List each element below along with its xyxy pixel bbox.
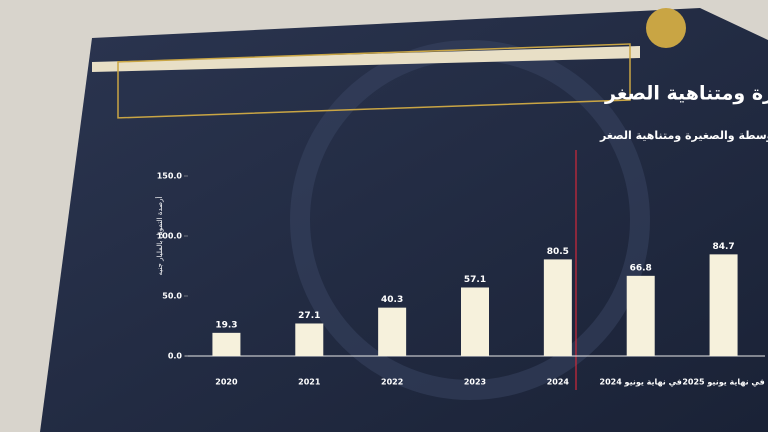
logo (646, 8, 686, 48)
chart-title: نشاط تمويل المشروعات المتوسطة والصغيرة و… (604, 83, 768, 105)
y-tick-label: 50.0 (162, 292, 182, 301)
chart-subtitle: أرصدة تمويل المشروعات المتوسطة والصغيرة … (599, 128, 768, 142)
x-tick-label: 2022 (381, 378, 403, 387)
x-tick-label: 2020 (215, 378, 238, 387)
data-label: 66.8 (630, 263, 652, 273)
x-tick-label: 2021 (298, 378, 321, 387)
y-axis-label: أرصدة التمويل بالمليار جنيه (155, 197, 164, 276)
bar (295, 323, 324, 356)
title-frame (117, 43, 631, 119)
data-label: 27.1 (298, 311, 320, 321)
x-tick-label: 2023 (464, 378, 486, 387)
x-tick-label: 2024 (547, 378, 570, 387)
y-tick-label: 150.0 (157, 172, 183, 181)
data-label: 84.7 (712, 242, 734, 252)
bar (212, 332, 241, 356)
bar (378, 307, 407, 356)
data-label: 40.3 (381, 295, 403, 305)
bar (626, 275, 655, 356)
bar (543, 259, 572, 356)
bar (709, 254, 738, 356)
data-label: 80.5 (547, 247, 569, 257)
header-band (92, 46, 640, 72)
data-label: 57.1 (464, 275, 486, 285)
x-tick-label: في نهاية يونيو 2024 (600, 378, 682, 387)
bar (461, 287, 489, 356)
y-tick-label: 0.0 (168, 352, 183, 361)
data-label: 19.3 (215, 320, 237, 330)
y-tick-label: 100.0 (157, 232, 183, 241)
x-tick-label: في نهاية يونيو 2025 (682, 378, 764, 387)
